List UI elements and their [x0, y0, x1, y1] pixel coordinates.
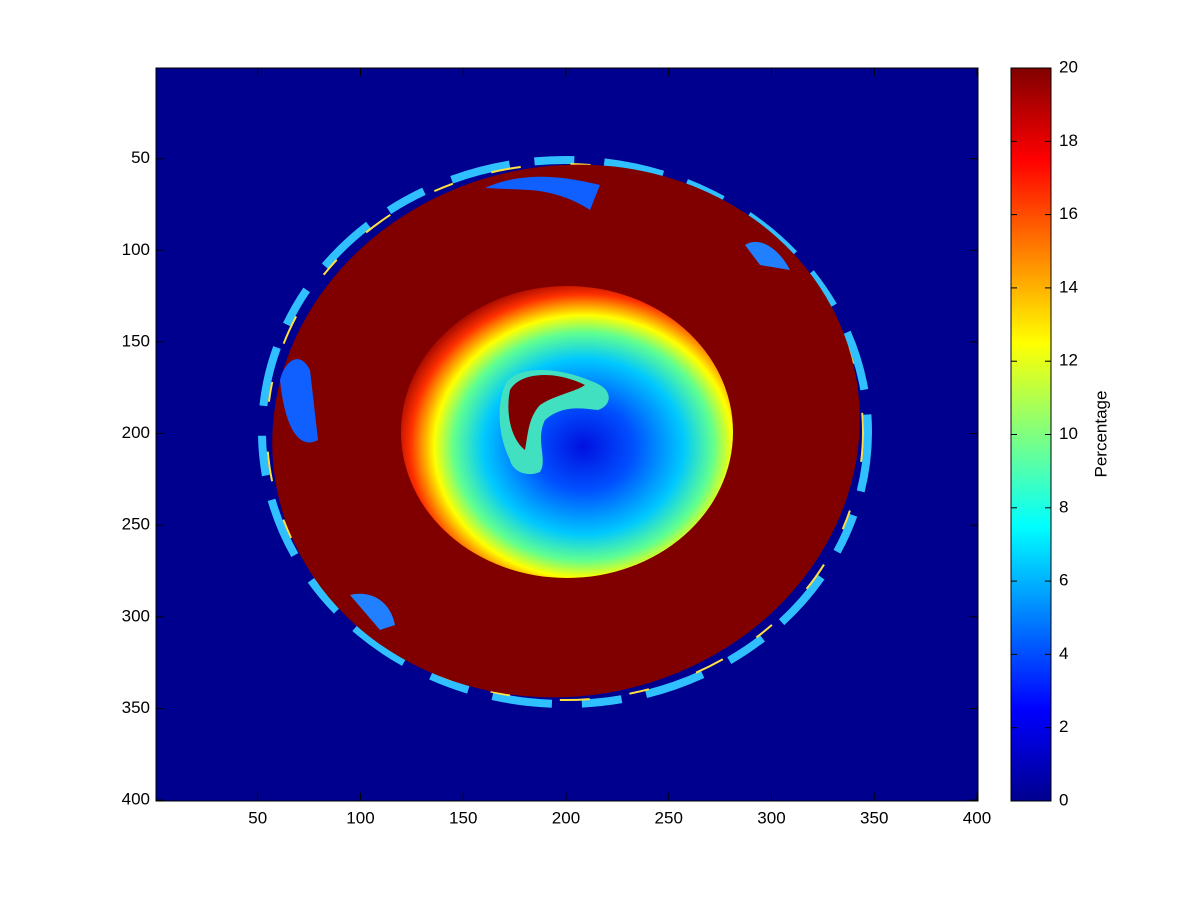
filament — [350, 593, 395, 630]
colorbar-tick-label: 6 — [1059, 571, 1068, 590]
x-tick-label: 150 — [449, 808, 477, 827]
colorbar-tick-label: 14 — [1059, 277, 1078, 296]
x-tick-label: 200 — [552, 808, 580, 827]
x-tick-label: 400 — [963, 808, 991, 827]
y-tick-label: 200 — [122, 423, 150, 442]
colorbar-tick-label: 20 — [1059, 57, 1078, 76]
rim-filament — [266, 163, 864, 701]
y-tick-label: 400 — [122, 790, 150, 809]
x-tick-label: 250 — [655, 808, 683, 827]
colorbar-tick-label: 18 — [1059, 131, 1078, 150]
filament — [485, 176, 600, 210]
x-tick-label: 300 — [757, 808, 785, 827]
x-tick-label: 50 — [248, 808, 267, 827]
colorbar — [1010, 67, 1052, 802]
x-tick-label: 350 — [860, 808, 888, 827]
y-tick-label: 100 — [122, 240, 150, 259]
colorbar-tick-label: 0 — [1059, 790, 1068, 809]
colorbar-tick-label: 12 — [1059, 351, 1078, 370]
y-tick-label: 350 — [122, 698, 150, 717]
rim-filament — [258, 156, 872, 708]
y-tick-label: 300 — [122, 606, 150, 625]
y-tick-label: 250 — [122, 515, 150, 534]
y-tick-label: 50 — [131, 148, 150, 167]
filament — [280, 359, 318, 443]
colorbar-tick-label: 2 — [1059, 717, 1068, 736]
x-tick-label: 100 — [346, 808, 374, 827]
colorbar-label: Percentage — [1091, 391, 1110, 478]
colorbar-tick-label: 10 — [1059, 424, 1078, 443]
colorbar-tick-label: 8 — [1059, 497, 1068, 516]
colorbar-tick-label: 16 — [1059, 204, 1078, 223]
inner-gradient — [401, 286, 733, 578]
axes-box — [155, 67, 979, 802]
filament — [745, 241, 790, 270]
colorbar-tick-label: 4 — [1059, 644, 1068, 663]
field — [156, 68, 978, 801]
swirl-core — [508, 374, 585, 450]
y-tick-label: 150 — [122, 331, 150, 350]
